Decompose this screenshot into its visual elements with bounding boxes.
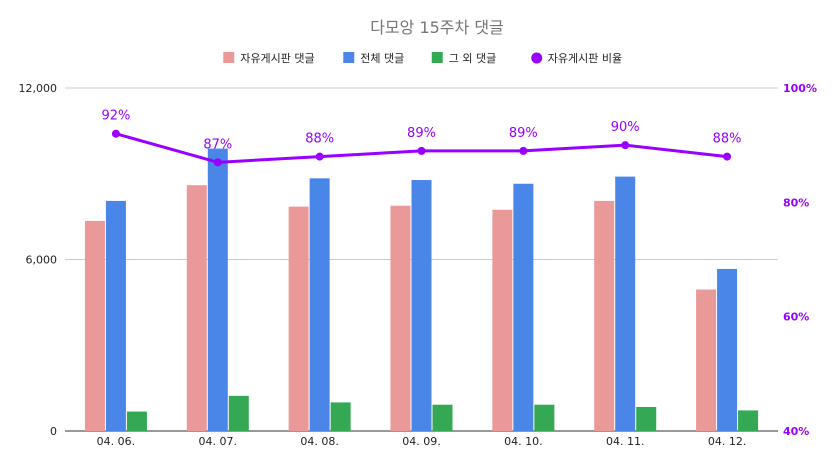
x-tick-label: 04. 06. (97, 435, 135, 448)
legend-item: 자유게시판 비율 (531, 52, 622, 65)
ratio-data-label: 87% (203, 137, 232, 152)
ratio-point (723, 152, 732, 161)
bar (534, 404, 555, 431)
y-right-tick-label: 80% (783, 196, 809, 209)
ratio-data-label: 89% (407, 126, 436, 141)
ratio-data-label: 88% (713, 132, 742, 147)
bar (717, 268, 738, 431)
legend-item: 전체 댓글 (343, 52, 404, 65)
bar (432, 404, 453, 431)
bar (411, 180, 432, 431)
bar (288, 206, 309, 431)
ratio-point (621, 141, 630, 150)
x-tick-label: 04. 10. (504, 435, 542, 448)
bar (513, 183, 534, 431)
bar (126, 411, 147, 431)
legend-swatch (431, 52, 443, 63)
ratio-data-label: 90% (611, 120, 640, 135)
ratio-point (315, 152, 324, 161)
x-tick-label: 04. 11. (606, 435, 644, 448)
bar (105, 200, 126, 431)
legend-label: 그 외 댓글 (449, 52, 496, 65)
legend-marker (531, 52, 543, 64)
legend-swatch (343, 52, 355, 63)
ratio-data-label: 92% (101, 109, 130, 124)
bar (207, 148, 228, 431)
bar (228, 395, 249, 431)
y-right-tick-label: 100% (783, 82, 817, 95)
bar (615, 176, 636, 431)
bar-series (84, 148, 759, 431)
y-left-tick-label: 12,000 (19, 82, 58, 95)
ratio-point (213, 158, 222, 167)
legend-swatch (223, 52, 235, 63)
x-tick-label: 04. 08. (300, 435, 338, 448)
ratio-data-label: 88% (305, 132, 334, 147)
bar (738, 410, 759, 431)
legend-item: 자유게시판 댓글 (223, 52, 315, 65)
bar (636, 406, 657, 431)
y-right-tick-label: 60% (783, 311, 809, 324)
bar (594, 200, 615, 431)
y-right-tick-label: 40% (783, 425, 809, 438)
bar (330, 402, 351, 431)
bar (84, 220, 105, 431)
bar (186, 185, 207, 431)
bar (696, 289, 717, 431)
x-tick-label: 04. 12. (708, 435, 746, 448)
bar (390, 205, 411, 431)
x-tick-label: 04. 07. (199, 435, 237, 448)
chart-title: 다모앙 15주차 댓글 (370, 18, 504, 37)
bar (492, 209, 513, 431)
ratio-line-series: 92% 87% 88% 89% 89% 90% 88% (101, 109, 742, 167)
legend-label: 자유게시판 댓글 (240, 52, 314, 65)
y-left-tick-label: 0 (50, 425, 57, 438)
ratio-point (111, 129, 120, 138)
ratio-point (519, 146, 528, 155)
bar (309, 178, 330, 431)
y-left-tick-label: 6,000 (26, 254, 58, 267)
chart-legend: 자유게시판 댓글 전체 댓글 그 외 댓글 자유게시판 비율 (223, 52, 622, 65)
legend-item: 그 외 댓글 (431, 52, 496, 65)
legend-label: 자유게시판 비율 (548, 52, 622, 65)
legend-label: 전체 댓글 (360, 52, 404, 65)
ratio-data-label: 89% (509, 126, 538, 141)
ratio-point (417, 146, 426, 155)
x-tick-label: 04. 09. (402, 435, 440, 448)
